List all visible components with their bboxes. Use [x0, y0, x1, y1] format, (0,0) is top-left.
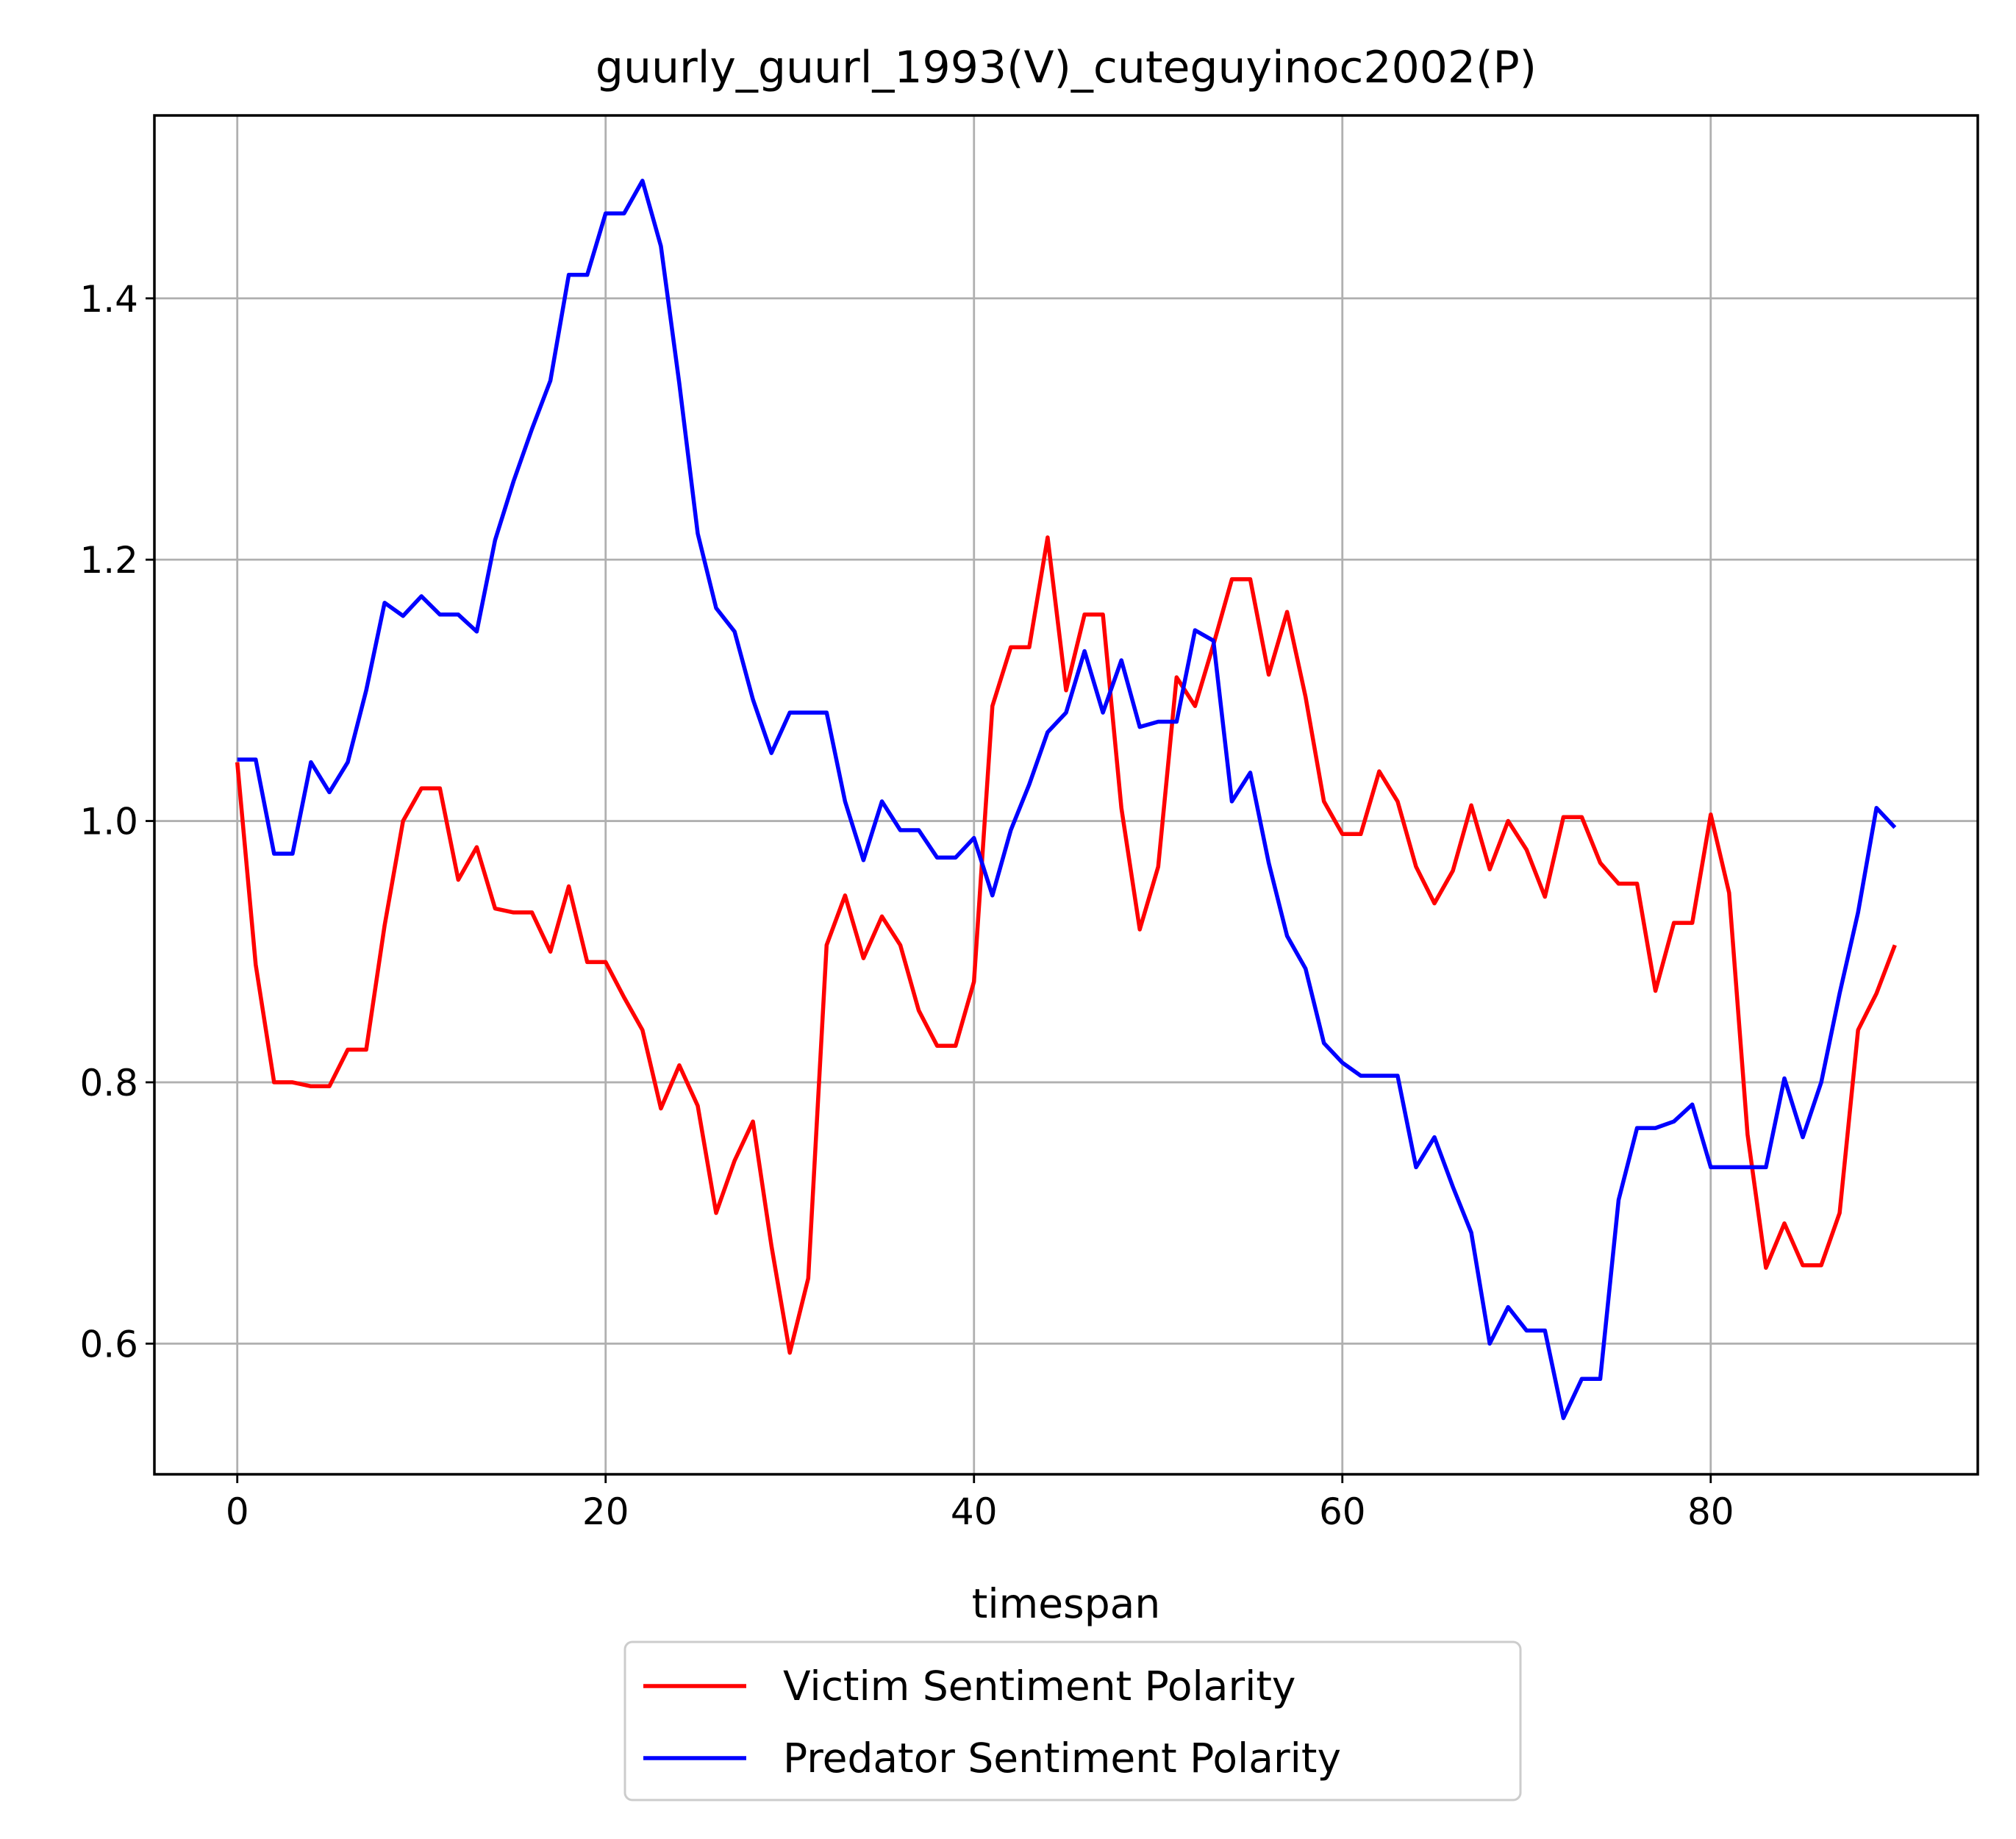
series-lines — [235, 179, 1897, 1421]
x-tick-label: 60 — [1319, 1490, 1366, 1533]
x-tick-label: 40 — [951, 1490, 998, 1533]
legend-label: Victim Sentiment Polarity — [783, 1663, 1295, 1710]
x-tick-label: 20 — [582, 1490, 629, 1533]
x-tick-label: 0 — [226, 1490, 249, 1533]
legend-label: Predator Sentiment Polarity — [783, 1735, 1341, 1782]
chart-title: guurly_guurl_1993(V)_cuteguyinoc2002(P) — [596, 42, 1537, 93]
x-tick-label: 80 — [1687, 1490, 1734, 1533]
plot-frame — [153, 114, 1979, 1476]
series-line-predator — [237, 179, 1897, 1421]
y-tick-label: 1.0 — [79, 801, 138, 843]
y-tick-label: 0.8 — [79, 1062, 138, 1104]
y-tick-label: 1.2 — [79, 539, 138, 582]
y-tick-label: 0.6 — [79, 1323, 138, 1365]
y-tick-label: 1.4 — [79, 278, 138, 321]
legend: Victim Sentiment Polarity Predator Sentim… — [623, 1640, 1522, 1801]
x-axis-label: timespan — [972, 1580, 1160, 1627]
axis-ticks: 0 20 40 60 80 0.6 0.8 1.0 1.2 1.4 — [79, 278, 1734, 1533]
grid — [154, 115, 1978, 1474]
series-line-victim — [235, 535, 1897, 1355]
legend-box — [623, 1640, 1522, 1801]
